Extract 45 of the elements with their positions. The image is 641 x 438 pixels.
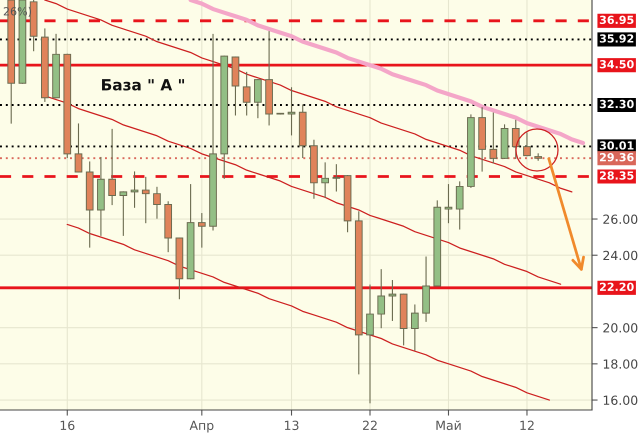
x-tick-label: Май bbox=[436, 420, 461, 430]
annotation: 26%) bbox=[4, 6, 32, 17]
ref-line-label: 32.30 bbox=[600, 100, 634, 108]
y-tick-label: 18.00 bbox=[604, 359, 638, 369]
candlestick bbox=[332, 164, 340, 192]
ref-line-label: 36.95 bbox=[600, 16, 634, 24]
candlestick bbox=[108, 128, 116, 206]
candlestick bbox=[321, 162, 329, 198]
candlestick bbox=[456, 181, 464, 230]
candlestick bbox=[153, 186, 161, 219]
y-tick-label: 20.00 bbox=[603, 323, 638, 333]
x-tick-label: 12 bbox=[520, 420, 534, 430]
candlestick bbox=[142, 176, 150, 224]
line-series bbox=[188, 0, 586, 146]
y-tick-label: 26.00 bbox=[603, 214, 638, 224]
annotation: База " А " bbox=[102, 79, 184, 91]
ref-line-label: 30.01 bbox=[600, 141, 634, 150]
candlestick bbox=[523, 132, 531, 156]
line-series bbox=[44, 0, 572, 192]
y-tick-label: 24.00 bbox=[603, 250, 638, 260]
x-tick-label: 16 bbox=[60, 420, 74, 430]
line-series bbox=[66, 224, 550, 401]
ref-line-label: 35.92 bbox=[600, 34, 634, 43]
candlestick bbox=[377, 269, 386, 328]
candlestick bbox=[130, 171, 138, 208]
candlestick bbox=[119, 191, 128, 236]
x-tick-label: 22 bbox=[362, 420, 377, 430]
candlestick bbox=[512, 120, 520, 159]
ref-line-label: 28.35 bbox=[600, 171, 634, 180]
x-tick-label: Апр bbox=[190, 420, 214, 433]
candlestick bbox=[388, 280, 396, 321]
candlestick bbox=[444, 184, 452, 224]
candlestick bbox=[288, 87, 296, 136]
y-tick-label: 16.00 bbox=[604, 396, 638, 405]
ref-line-label: 34.50 bbox=[600, 60, 634, 68]
ref-line-label: 22.20 bbox=[600, 282, 634, 292]
candlestick bbox=[254, 79, 262, 118]
ref-line-label: 29.36 bbox=[600, 153, 634, 162]
candlestick bbox=[489, 112, 498, 164]
candlestick bbox=[366, 284, 374, 404]
candlestick bbox=[74, 123, 82, 173]
candlestick bbox=[411, 304, 419, 351]
x-tick-label: 13 bbox=[284, 420, 298, 430]
candlestick bbox=[242, 72, 251, 116]
candlestick bbox=[198, 213, 206, 248]
